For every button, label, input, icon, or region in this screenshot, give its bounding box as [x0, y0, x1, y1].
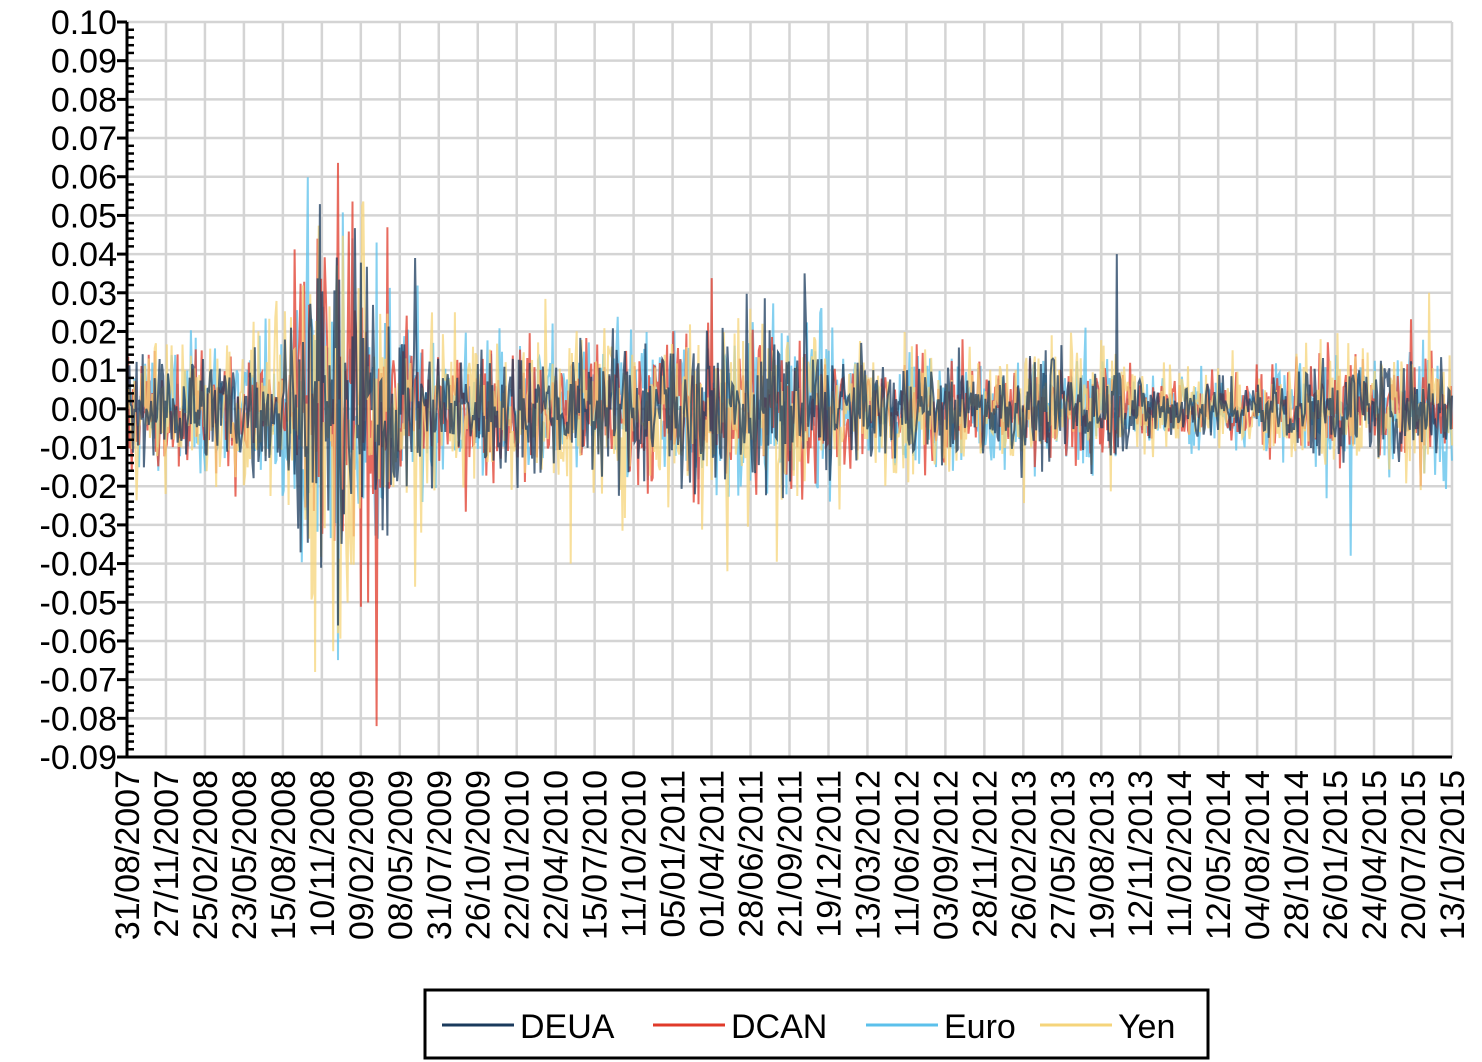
x-tick-label: 28/06/2011 [733, 770, 771, 938]
legend: DEUA DCAN Euro Yen [423, 988, 1210, 1060]
x-tick-label: 13/03/2012 [849, 770, 887, 940]
x-tick-label: 11/10/2010 [616, 770, 654, 938]
y-tick-label: -0.08 [40, 700, 118, 738]
y-tick-label: 0.00 [51, 391, 117, 429]
x-tick-label: 28/10/2014 [1278, 770, 1316, 940]
x-tick-label: 11/06/2012 [888, 770, 926, 938]
x-tick-label: 11/02/2014 [1161, 770, 1199, 938]
x-tick-label: 26/02/2013 [1005, 770, 1043, 940]
y-tick-label: -0.05 [40, 584, 118, 622]
chart-axes [117, 20, 1452, 759]
y-tick-label: 0.07 [51, 120, 117, 158]
series-layer [126, 162, 1453, 727]
x-tick-label: 08/05/2009 [382, 770, 420, 940]
x-tick-label: 19/08/2013 [1083, 770, 1121, 940]
x-tick-label: 04/08/2014 [1239, 770, 1277, 940]
x-tick-label: 22/04/2010 [538, 770, 576, 940]
x-tick-label: 10/11/2008 [304, 770, 342, 938]
y-tick-label: 0.03 [51, 275, 117, 313]
y-tick-label: 0.08 [51, 81, 117, 119]
x-tick-labels: 31/08/2007 27/11/2007 25/02/2008 23/05/2008… [109, 770, 1472, 940]
y-tick-label: -0.07 [40, 662, 118, 700]
x-tick-label: 01/04/2011 [694, 770, 732, 938]
x-tick-label: 27/11/2007 [148, 770, 186, 938]
legend-label-yen: Yen [1118, 1008, 1175, 1046]
y-tick-label: -0.02 [40, 468, 118, 506]
x-tick-label: 13/10/2015 [1434, 770, 1472, 940]
legend-label-deua: DEUA [520, 1008, 615, 1046]
x-tick-label: 25/02/2008 [187, 770, 225, 940]
x-tick-label: 15/07/2010 [577, 770, 615, 940]
y-tick-label: -0.09 [40, 739, 118, 777]
x-tick-label: 24/04/2015 [1356, 770, 1394, 940]
x-tick-label: 12/05/2014 [1200, 770, 1238, 940]
y-tick-label: 0.10 [51, 4, 117, 42]
y-tick-label: 0.06 [51, 159, 117, 197]
x-tick-label: 05/01/2011 [655, 770, 693, 938]
y-tick-labels: 0.100.090.080.070.060.050.040.030.020.01… [40, 4, 118, 777]
y-tick-label: -0.01 [40, 430, 118, 468]
x-tick-label: 31/07/2009 [421, 770, 459, 940]
x-tick-label: 20/07/2015 [1395, 770, 1433, 940]
x-tick-label: 09/02/2009 [343, 770, 381, 940]
x-tick-label: 03/09/2012 [927, 770, 965, 940]
x-tick-label: 26/01/2015 [1317, 770, 1355, 940]
y-tick-label: 0.02 [51, 313, 117, 351]
x-tick-label: 22/01/2010 [499, 770, 537, 940]
y-tick-label: 0.01 [51, 352, 117, 390]
x-tick-label: 19/12/2011 [811, 770, 849, 938]
y-tick-label: 0.09 [51, 43, 117, 81]
legend-label-dcan: DCAN [731, 1008, 827, 1046]
legend-label-euro: Euro [944, 1008, 1016, 1046]
y-tick-label: -0.06 [40, 623, 118, 661]
y-tick-label: 0.05 [51, 197, 117, 235]
y-tick-label: -0.04 [40, 546, 118, 584]
x-tick-label: 26/10/2009 [460, 770, 498, 940]
x-tick-label: 15/08/2008 [265, 770, 303, 940]
x-tick-label: 31/08/2007 [109, 770, 147, 940]
x-tick-label: 23/05/2008 [226, 770, 264, 940]
x-tick-label: 28/11/2012 [966, 770, 1004, 938]
y-tick-label: 0.04 [51, 236, 117, 274]
y-tick-label: -0.03 [40, 507, 118, 545]
x-tick-label: 12/11/2013 [1122, 770, 1160, 938]
x-tick-label: 21/09/2011 [772, 770, 810, 938]
series-line-deua [126, 204, 1453, 626]
x-tick-label: 27/05/2013 [1044, 770, 1082, 940]
